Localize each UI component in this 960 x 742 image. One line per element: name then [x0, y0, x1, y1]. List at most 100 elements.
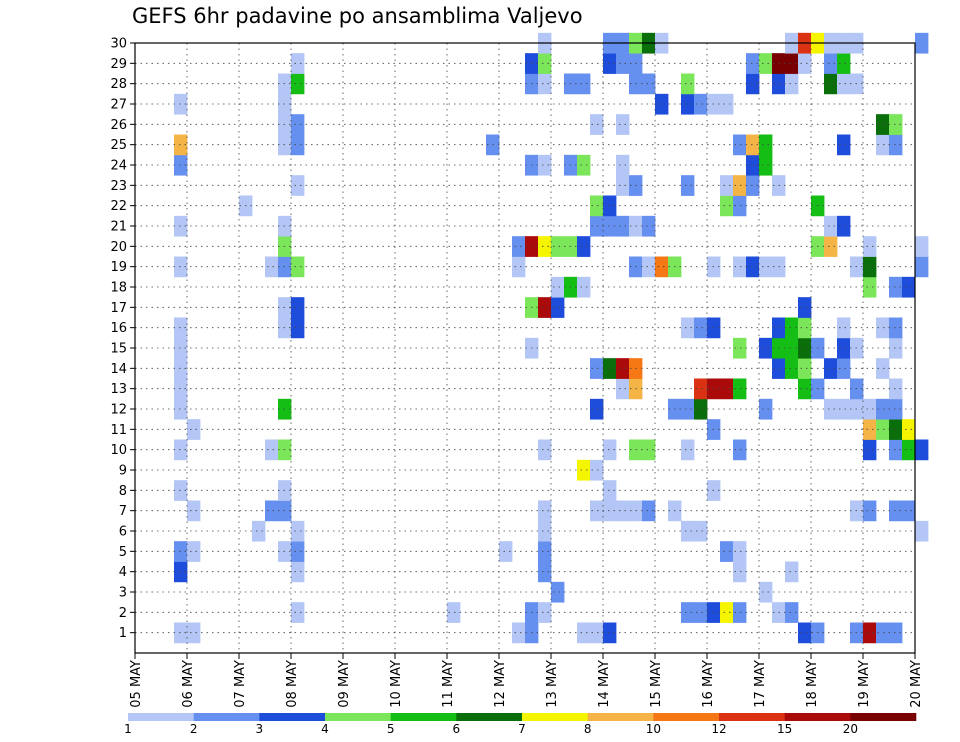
y-tick-label: 21 — [110, 220, 127, 235]
heatmap-cell — [837, 317, 851, 339]
heatmap-cell — [733, 541, 747, 562]
heatmap-cell — [694, 602, 708, 623]
heatmap-cell — [863, 500, 877, 522]
colorbar-label: 3 — [256, 722, 264, 736]
heatmap-cell — [577, 154, 591, 176]
heatmap-cell — [824, 236, 838, 257]
heatmap-cell — [174, 480, 188, 501]
heatmap-cell — [889, 276, 903, 298]
y-tick-label: 10 — [110, 443, 127, 458]
heatmap-cell — [603, 439, 617, 461]
heatmap-cell — [642, 73, 656, 95]
heatmap-cell — [863, 276, 877, 298]
heatmap-cell — [694, 398, 708, 420]
heatmap-cell — [720, 195, 734, 217]
heatmap-cell — [824, 215, 838, 237]
grid-layer — [135, 42, 915, 653]
heatmap-cell — [694, 520, 708, 542]
heatmap-cell — [915, 439, 929, 461]
heatmap-cell — [889, 439, 903, 461]
heatmap-cell — [915, 520, 929, 542]
colorbar-swatch — [128, 713, 194, 721]
colorbar-swatch — [456, 713, 523, 721]
colorbar-label: 10 — [646, 722, 661, 736]
y-tick-label: 28 — [110, 77, 127, 92]
heatmap-cell — [837, 337, 851, 359]
colorbar-label: 12 — [711, 722, 726, 736]
heatmap-cell — [733, 439, 747, 461]
y-axis: 1234567891011121314151617181920212223242… — [110, 37, 135, 641]
x-tick-label: 12 MAY — [493, 660, 508, 708]
colorbar-label: 5 — [387, 722, 395, 736]
heatmap-cell — [538, 500, 552, 522]
heatmap-cell — [759, 53, 773, 74]
y-tick-label: 9 — [119, 464, 127, 479]
heatmap-cell — [174, 439, 188, 461]
heatmap-cell — [291, 73, 305, 95]
heatmap-cell — [538, 561, 552, 583]
heatmap-cell — [889, 114, 903, 135]
colorbar-swatch — [587, 713, 654, 721]
heatmap-cell — [538, 236, 552, 257]
heatmap-cell — [902, 276, 916, 298]
heatmap-cell — [889, 378, 903, 400]
heatmap-cell — [681, 73, 695, 95]
y-tick-label: 8 — [119, 484, 127, 499]
colorbar-swatch — [390, 713, 457, 721]
heatmap-cell — [720, 175, 734, 196]
colorbar-label: 15 — [777, 722, 792, 736]
colorbar-swatch — [653, 713, 720, 721]
x-tick-label: 09 MAY — [337, 660, 352, 708]
heatmap-cell — [733, 602, 747, 623]
heatmap-cell — [265, 439, 279, 461]
heatmap-cell — [733, 175, 747, 196]
heatmap-cell — [603, 195, 617, 217]
heatmap-cell — [551, 297, 565, 318]
heatmap-cell — [785, 53, 799, 74]
heatmap-cell — [174, 398, 188, 420]
colorbar-swatch — [522, 713, 588, 721]
heatmap-cell — [174, 541, 188, 562]
heatmap-cell — [863, 439, 877, 461]
x-tick-label: 19 MAY — [857, 660, 872, 708]
heatmap-cell — [642, 439, 656, 461]
chart-title: GEFS 6hr padavine po ansamblima Valjevo — [132, 4, 583, 28]
heatmap-cell — [837, 53, 851, 74]
heatmap-cell — [187, 500, 201, 522]
heatmap-cell — [785, 602, 799, 623]
heatmap-cell — [174, 215, 188, 237]
heatmap-cell — [499, 541, 513, 562]
heatmap-cell — [616, 175, 630, 196]
heatmap-cell — [889, 317, 903, 339]
y-tick-label: 18 — [110, 281, 127, 296]
heatmap-cell — [863, 236, 877, 257]
heatmap-cell — [798, 53, 812, 74]
heatmap-cell — [512, 622, 526, 644]
heatmap-cell — [785, 561, 799, 583]
colorbar-label: 4 — [321, 722, 329, 736]
heatmap-cell — [187, 541, 201, 562]
colorbar-label: 1 — [124, 722, 132, 736]
heatmap-cell — [733, 337, 747, 359]
colorbar-swatch — [784, 713, 851, 721]
colorbar-swatch — [325, 713, 391, 721]
heatmap-cell — [681, 602, 695, 623]
heatmap-cell — [733, 195, 747, 217]
heatmap-cell — [759, 581, 773, 603]
heatmap-cell — [785, 317, 799, 339]
heatmap-cell — [824, 73, 838, 95]
colorbar-swatch — [850, 713, 917, 721]
heatmap-cell — [694, 317, 708, 339]
heatmap-cell — [746, 256, 760, 278]
heatmap-cell — [720, 93, 734, 115]
y-tick-label: 20 — [110, 240, 127, 255]
heatmap-cell — [733, 256, 747, 278]
heatmap-cell — [759, 398, 773, 420]
heatmap-cell — [590, 358, 604, 379]
heatmap-cell — [174, 317, 188, 339]
colorbar-swatch — [719, 713, 785, 721]
heatmap-cell — [798, 317, 812, 339]
heatmap-cell — [590, 215, 604, 237]
heatmap-cell — [174, 256, 188, 278]
heatmap-cell — [590, 500, 604, 522]
